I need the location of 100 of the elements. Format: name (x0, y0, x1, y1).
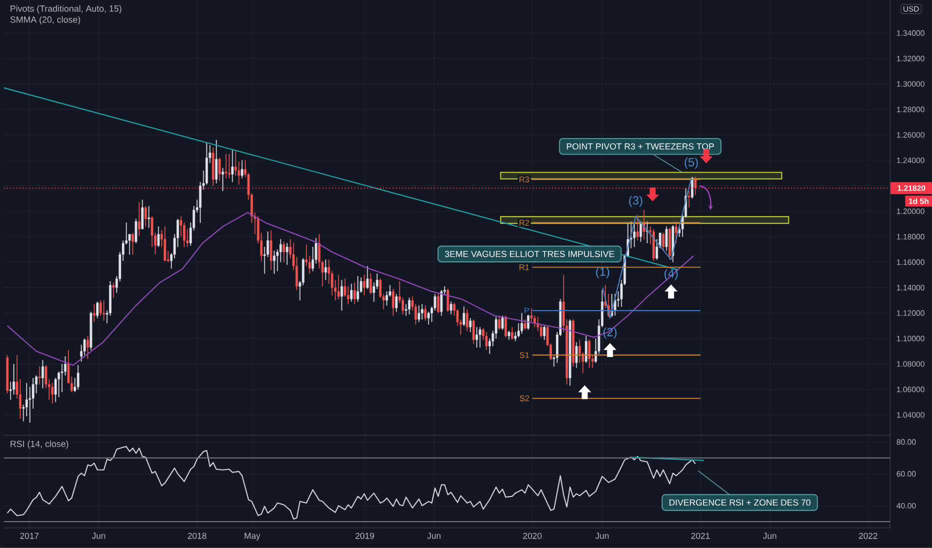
candlestick (633, 224, 636, 248)
candlestick (228, 154, 230, 178)
candlestick (469, 318, 472, 332)
candlestick (240, 160, 244, 178)
candlestick (636, 215, 639, 241)
candlestick (90, 312, 92, 350)
candlestick (273, 250, 276, 274)
line-series (6, 212, 694, 366)
annotation: 3EME VAGUES ELLIOT TRES IMPULSIVE (445, 250, 614, 258)
series-label: S2 (520, 396, 530, 402)
candlestick (324, 260, 327, 280)
annotation: SMMA (20, close) (10, 16, 80, 25)
candlestick (148, 206, 150, 228)
candlestick (420, 304, 424, 320)
candlestick (218, 158, 221, 181)
candlestick (504, 316, 507, 338)
candlestick (366, 266, 369, 290)
candlestick (584, 336, 588, 363)
x-tick-label: 2020 (523, 532, 542, 540)
candlestick (395, 294, 398, 312)
series-label: P (524, 308, 530, 314)
candlestick (212, 148, 214, 186)
candlestick (510, 327, 514, 340)
x-tick-label: Jun (762, 532, 776, 539)
candlestick (76, 365, 80, 390)
candlestick (157, 226, 160, 248)
candlestick (222, 168, 224, 192)
candlestick (524, 319, 526, 330)
candlestick (350, 284, 353, 302)
x-tick-label: 2022 (858, 532, 878, 540)
x-tick-label: 2017 (20, 532, 39, 540)
x-tick-label: 2021 (691, 532, 710, 540)
candlestick (6, 355, 9, 394)
candlestick (688, 190, 690, 208)
candlestick (665, 226, 668, 251)
candlestick (164, 226, 166, 262)
candlestick (141, 200, 144, 230)
candlestick (138, 202, 140, 236)
candlestick (51, 383, 54, 404)
candlestick (215, 140, 218, 184)
annotation: POINT PIVOT R3 + TWEEZERS TOP (566, 143, 714, 150)
candlestick (102, 300, 106, 321)
candlestick (224, 154, 228, 178)
candlestick (437, 294, 440, 314)
candlestick (356, 276, 360, 302)
candlestick (38, 366, 41, 385)
annotation: Pivots (Traditional, Auto, 15) (10, 5, 122, 14)
candlestick (408, 298, 410, 315)
candlestick (132, 232, 134, 255)
candlestick (508, 330, 510, 340)
series-label: R3 (520, 176, 530, 182)
candlestick (337, 274, 340, 300)
candlestick (501, 316, 504, 330)
candlestick (282, 242, 286, 262)
annotation: (3) (629, 196, 642, 208)
candlestick (418, 305, 420, 322)
series-label: R2 (520, 220, 530, 226)
candlestick (134, 218, 138, 244)
x-tick-label: 2018 (188, 532, 206, 540)
candlestick (450, 302, 452, 315)
candlestick (369, 274, 372, 294)
candlestick (363, 274, 366, 296)
candlestick (462, 306, 466, 326)
candlestick (640, 221, 642, 242)
candlestick (476, 327, 478, 348)
candlestick (662, 232, 664, 251)
candlestick (340, 280, 343, 311)
candlestick (472, 319, 475, 344)
candlestick (144, 206, 147, 227)
candlestick (353, 282, 356, 304)
candlestick (112, 282, 115, 298)
candlestick (478, 327, 482, 348)
candlestick (231, 150, 234, 182)
annotation: DIVERGENCE RSI + ZONE DES 70 (670, 499, 810, 506)
candlestick (520, 313, 523, 334)
candlestick (446, 288, 450, 312)
candlestick (466, 309, 468, 332)
x-tick-label: Jun (92, 532, 106, 539)
x-tick-label: Jun (427, 532, 440, 539)
candlestick (572, 319, 574, 367)
candlestick (392, 288, 394, 316)
candlestick (92, 304, 96, 322)
candlestick (96, 302, 99, 318)
annotation: (1) (596, 267, 610, 278)
x-tick-label: 2019 (356, 532, 374, 540)
series-label: R1 (520, 264, 530, 270)
candlestick (691, 176, 694, 199)
candlestick (543, 326, 546, 340)
candlestick (86, 336, 89, 360)
annotation: RSI (14, close) (10, 440, 68, 449)
candlestick (485, 332, 488, 350)
candlestick (270, 230, 272, 270)
candlestick (568, 319, 572, 386)
candlestick (286, 243, 288, 265)
annotation: (2) (603, 328, 617, 339)
candlestick (42, 360, 44, 388)
candlestick (440, 290, 443, 316)
x-tick-label: Jun (595, 532, 609, 539)
candlestick (588, 340, 591, 368)
candlestick (424, 305, 427, 321)
